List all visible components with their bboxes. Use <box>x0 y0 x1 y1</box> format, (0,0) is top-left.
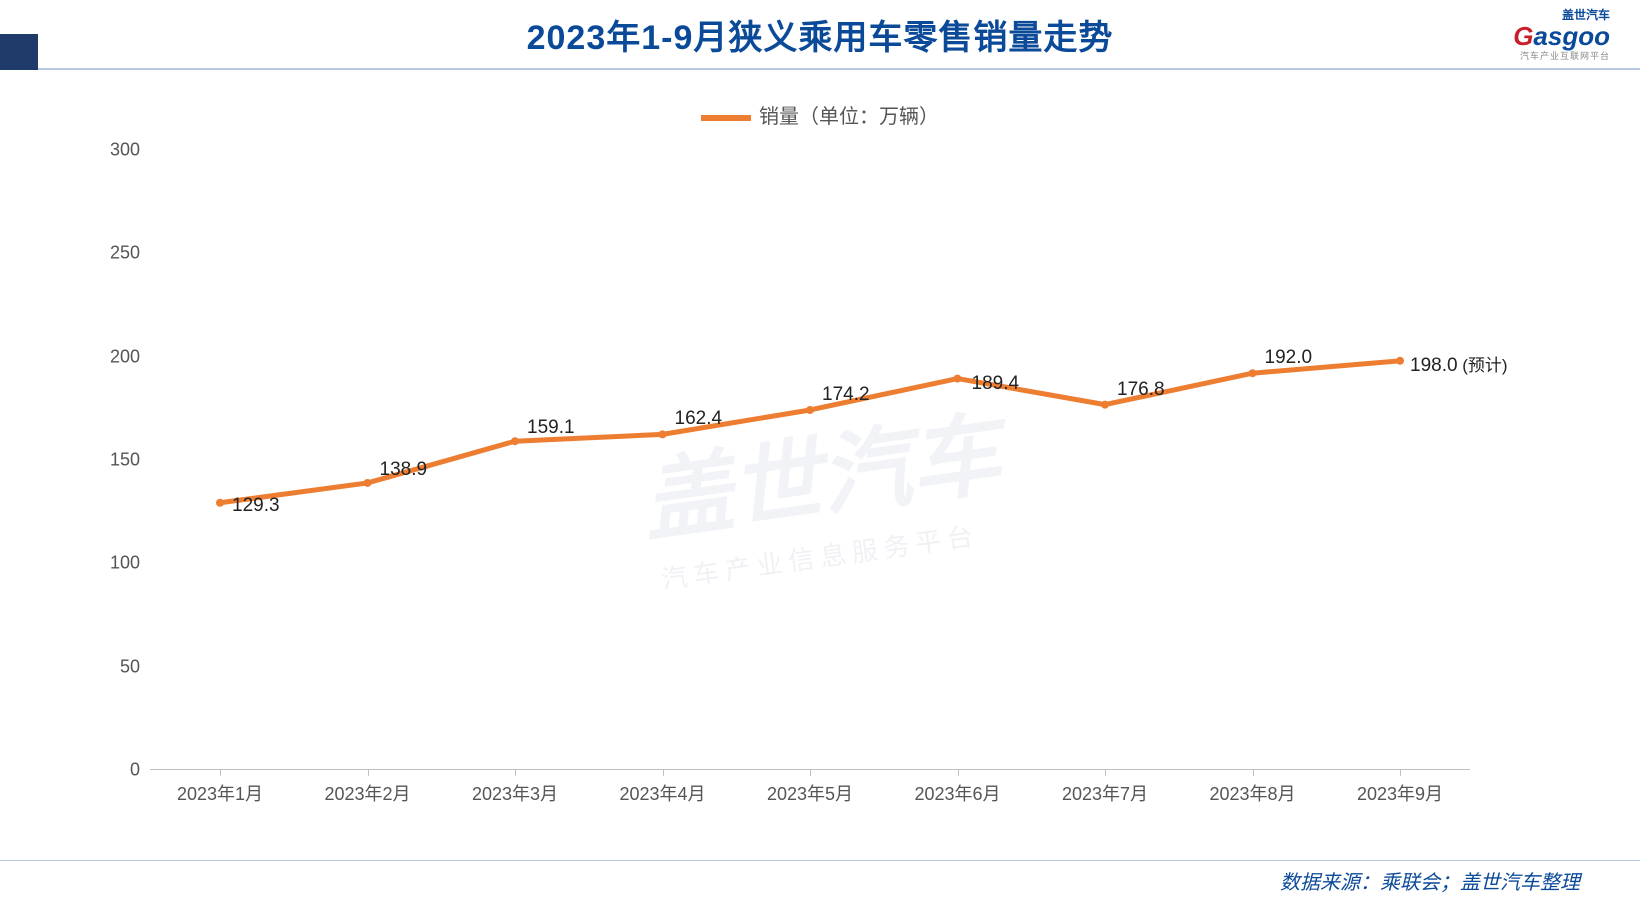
data-label: 129.3 <box>232 495 280 517</box>
y-axis-label: 100 <box>110 553 140 574</box>
data-marker <box>364 479 372 487</box>
y-axis-label: 150 <box>110 450 140 471</box>
data-label: 189.4 <box>972 373 1020 395</box>
legend-label: 销量（单位：万辆） <box>759 106 939 128</box>
logo-subtext: 汽车产业互联网平台 <box>1513 49 1610 62</box>
data-marker <box>1101 401 1109 409</box>
data-label: 138.9 <box>380 459 428 481</box>
footer-divider <box>0 860 1640 861</box>
title-underline <box>38 68 1640 70</box>
data-label: 192.0 <box>1265 347 1313 369</box>
forecast-note: (预计) <box>1458 356 1508 375</box>
x-axis-tick <box>220 770 221 776</box>
footer-source: 数据来源：乘联会；盖世汽车整理 <box>1280 866 1580 895</box>
x-axis-label: 2023年1月 <box>177 780 263 806</box>
x-axis-tick <box>663 770 664 776</box>
logo-main-text: Gasgoo <box>1513 23 1610 49</box>
corner-decoration <box>0 34 38 70</box>
chart-legend: 销量（单位：万辆） <box>90 100 1550 129</box>
y-axis-label: 200 <box>110 346 140 367</box>
y-axis-label: 300 <box>110 140 140 161</box>
x-axis-tick <box>958 770 959 776</box>
x-axis-label: 2023年4月 <box>619 780 705 806</box>
data-marker <box>1249 369 1257 377</box>
data-marker <box>806 406 814 414</box>
x-axis-label: 2023年9月 <box>1357 780 1443 806</box>
line-chart-svg <box>150 150 1470 770</box>
logo-red-letter: G <box>1513 21 1533 51</box>
data-label: 162.4 <box>675 408 723 430</box>
x-axis-tick <box>515 770 516 776</box>
x-axis-tick <box>810 770 811 776</box>
x-axis-tick <box>1105 770 1106 776</box>
data-marker <box>216 499 224 507</box>
y-axis-label: 50 <box>120 656 140 677</box>
brand-logo: 盖世汽车 Gasgoo 汽车产业互联网平台 <box>1513 6 1610 62</box>
legend-swatch <box>701 115 751 121</box>
plot-area: 0501001502002503002023年1月2023年2月2023年3月2… <box>150 150 1470 770</box>
data-label: 176.8 <box>1117 379 1165 401</box>
data-marker <box>659 430 667 438</box>
x-axis-label: 2023年8月 <box>1209 780 1295 806</box>
y-axis-label: 250 <box>110 243 140 264</box>
x-axis-tick <box>368 770 369 776</box>
series-line <box>220 361 1400 503</box>
data-label: 159.1 <box>527 417 575 439</box>
data-label: 198.0 (预计) <box>1410 351 1508 377</box>
data-label: 174.2 <box>822 384 870 406</box>
x-axis-label: 2023年2月 <box>324 780 410 806</box>
x-axis-tick <box>1253 770 1254 776</box>
header: 2023年1-9月狭义乘用车零售销量走势 盖世汽车 Gasgoo 汽车产业互联网… <box>0 0 1640 60</box>
x-axis-label: 2023年5月 <box>767 780 853 806</box>
data-marker <box>1396 357 1404 365</box>
page-title: 2023年1-9月狭义乘用车零售销量走势 <box>0 0 1640 59</box>
x-axis-label: 2023年7月 <box>1062 780 1148 806</box>
x-axis-tick <box>1400 770 1401 776</box>
data-marker <box>954 375 962 383</box>
x-axis-label: 2023年3月 <box>472 780 558 806</box>
logo-blue-text: asgoo <box>1533 21 1610 51</box>
chart-container: 销量（单位：万辆） 盖世汽车 汽车产业信息服务平台 05010015020025… <box>90 110 1550 830</box>
data-marker <box>511 437 519 445</box>
y-axis-label: 0 <box>130 760 140 781</box>
x-axis-label: 2023年6月 <box>914 780 1000 806</box>
